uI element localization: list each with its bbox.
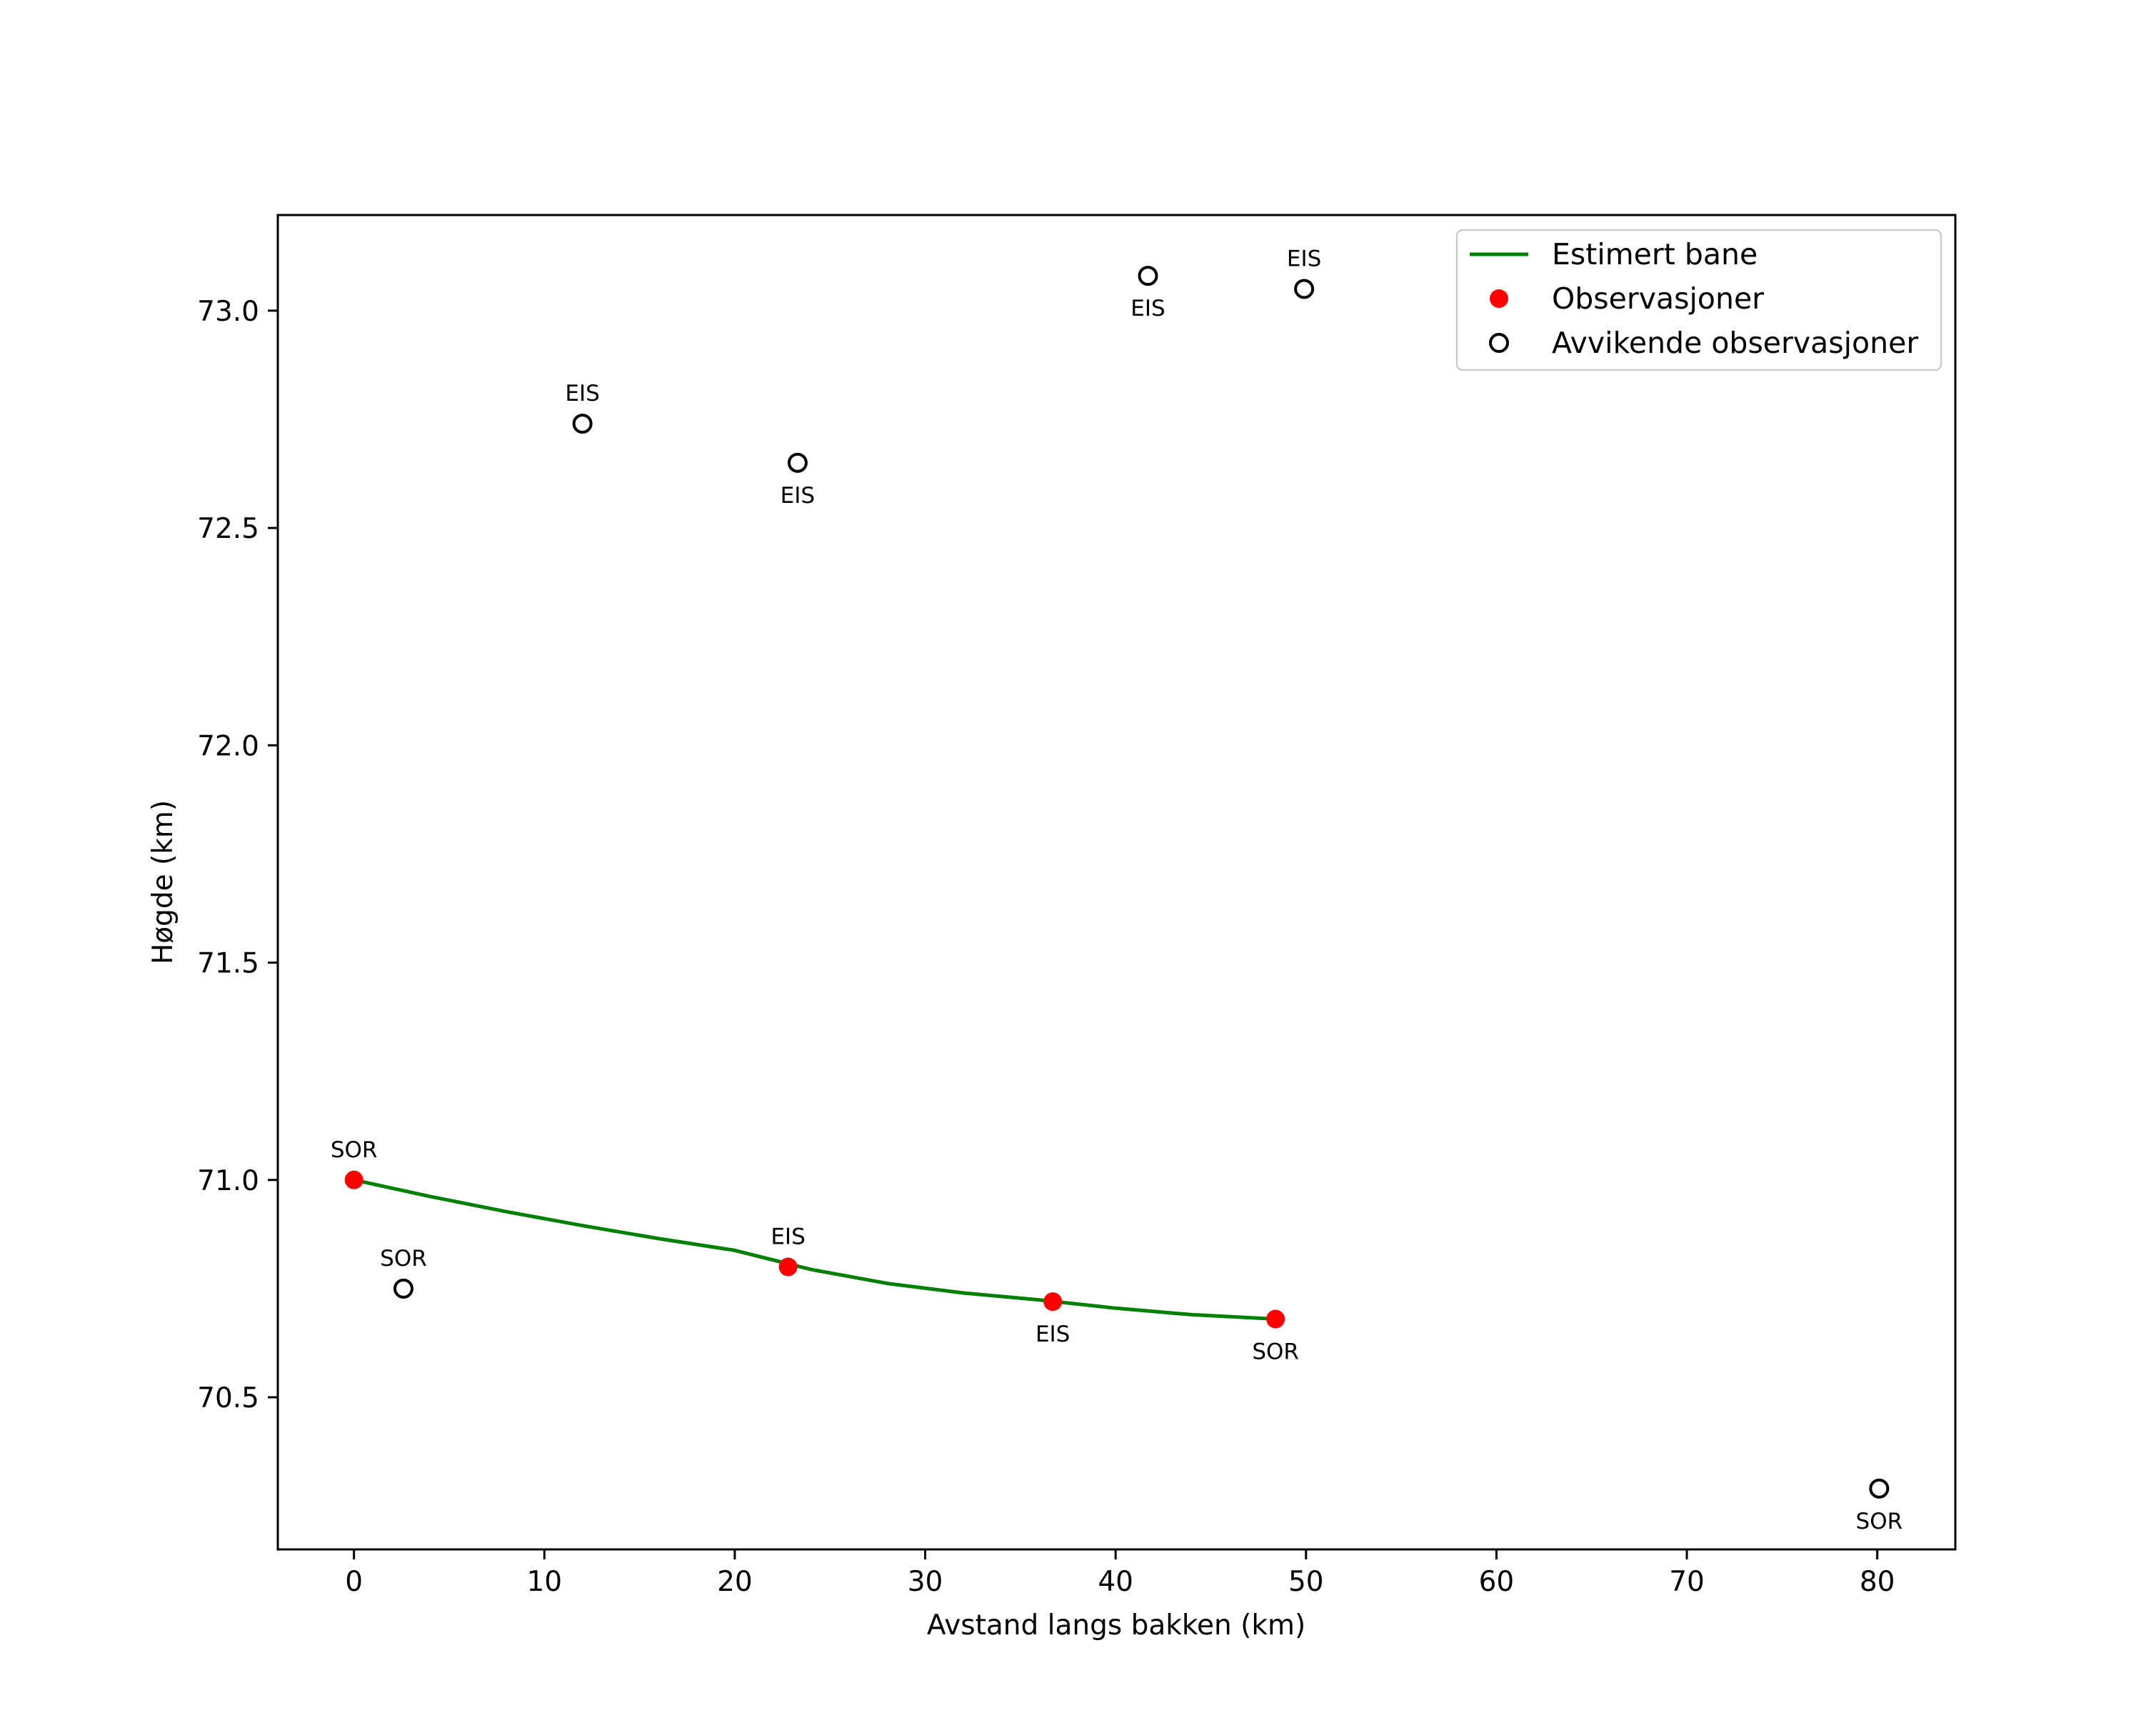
point-label: EIS <box>565 381 599 406</box>
y-axis-label: Høgde (km) <box>147 800 179 964</box>
outlier-point <box>1869 1478 1890 1499</box>
point-label: EIS <box>1287 246 1321 271</box>
x-tick-label: 50 <box>1288 1566 1324 1598</box>
point-label: EIS <box>1036 1322 1070 1347</box>
y-tick-label: 72.5 <box>197 513 259 545</box>
point-label: SOR <box>1252 1339 1299 1365</box>
legend-label-estimert-bane: Estimert bane <box>1552 237 1758 271</box>
outlier-point <box>1138 266 1158 286</box>
y-tick-label: 73.0 <box>197 296 259 328</box>
y-tick-label: 72.0 <box>197 730 259 762</box>
x-tick-label: 80 <box>1860 1566 1895 1598</box>
x-tick-label: 20 <box>717 1566 753 1598</box>
observation-point <box>344 1170 363 1189</box>
point-label: EIS <box>1130 296 1165 321</box>
x-axis-label: Avstand langs bakken (km) <box>927 1609 1305 1642</box>
y-tick-label: 70.5 <box>197 1382 259 1414</box>
point-label: SOR <box>1856 1509 1903 1534</box>
x-tick-label: 70 <box>1669 1566 1705 1598</box>
legend-marker-observasjoner <box>1490 289 1508 308</box>
legend-marker-avvikende <box>1489 333 1509 353</box>
outlier-point <box>1294 279 1315 299</box>
plot-area: SOR EIS EIS SOR EIS EIS EIS EIS SOR SOR <box>331 246 1902 1534</box>
point-label: SOR <box>380 1246 427 1272</box>
x-tick-label: 60 <box>1479 1566 1515 1598</box>
observation-point <box>1266 1309 1285 1329</box>
outlier-point <box>393 1278 413 1299</box>
estimated-trajectory-line <box>354 1178 1276 1321</box>
outlier-point <box>572 414 593 434</box>
legend-label-avvikende: Avvikende observasjoner <box>1552 326 1918 360</box>
axes: 0 10 20 30 40 50 60 70 80 70.5 71.0 71.5 72.0 72.5 73.… <box>197 296 1895 1598</box>
x-tick-label: 40 <box>1098 1566 1133 1598</box>
point-label: SOR <box>331 1137 378 1163</box>
outlier-point <box>787 452 808 473</box>
x-tick-label: 30 <box>908 1566 943 1598</box>
legend-label-observasjoner: Observasjoner <box>1552 281 1764 316</box>
x-tick-label: 10 <box>526 1566 562 1598</box>
point-label: EIS <box>781 483 815 509</box>
legend: Estimert bane Observasjoner Avvikende ob… <box>1455 229 1942 371</box>
observation-point <box>1043 1292 1063 1312</box>
observation-point <box>778 1257 798 1277</box>
y-tick-label: 71.0 <box>197 1165 259 1197</box>
legend-box <box>1455 229 1942 371</box>
y-tick-label: 71.5 <box>197 948 259 980</box>
x-tick-label: 0 <box>345 1566 363 1598</box>
point-label: EIS <box>771 1224 805 1249</box>
